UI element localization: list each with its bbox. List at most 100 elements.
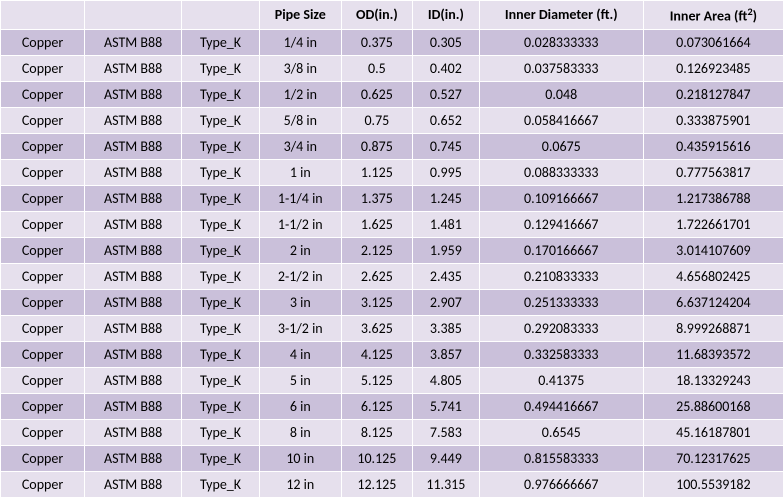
table-cell: 8.999268871 [643, 315, 783, 341]
table-cell: 0.815583333 [479, 445, 643, 471]
table-cell: Type_K [182, 419, 260, 445]
table-cell: ASTM B88 [85, 211, 182, 237]
table-cell: Copper [1, 107, 85, 133]
table-cell: Copper [1, 237, 85, 263]
table-cell: 0.5 [341, 55, 412, 81]
table-cell: Copper [1, 393, 85, 419]
table-cell: ASTM B88 [85, 81, 182, 107]
table-row: CopperASTM B88Type_K2-1/2 in2.6252.4350.… [1, 263, 784, 289]
table-cell: ASTM B88 [85, 393, 182, 419]
table-cell: 0.251333333 [479, 289, 643, 315]
table-row: CopperASTM B88Type_K1-1/2 in1.6251.4810.… [1, 211, 784, 237]
table-row: CopperASTM B88Type_K3/4 in0.8750.7450.06… [1, 133, 784, 159]
table-row: CopperASTM B88Type_K1 in1.1250.9950.0883… [1, 159, 784, 185]
table-cell: 7.583 [412, 419, 479, 445]
table-cell: Copper [1, 81, 85, 107]
table-cell: Type_K [182, 133, 260, 159]
table-cell: 3.857 [412, 341, 479, 367]
table-cell: 9.449 [412, 445, 479, 471]
table-cell: 2-1/2 in [259, 263, 341, 289]
table-cell: 3.625 [341, 315, 412, 341]
table-cell: 6.125 [341, 393, 412, 419]
table-row: CopperASTM B88Type_K1-1/4 in1.3751.2450.… [1, 185, 784, 211]
table-cell: 4.805 [412, 367, 479, 393]
table-cell: 5/8 in [259, 107, 341, 133]
table-cell: Type_K [182, 289, 260, 315]
column-header: ID(in.) [412, 1, 479, 30]
table-row: CopperASTM B88Type_K4 in4.1253.8570.3325… [1, 341, 784, 367]
table-cell: Copper [1, 185, 85, 211]
table-cell: 0.75 [341, 107, 412, 133]
table-cell: Type_K [182, 81, 260, 107]
table-cell: Type_K [182, 341, 260, 367]
table-cell: Type_K [182, 55, 260, 81]
table-cell: 0.527 [412, 81, 479, 107]
table-cell: Copper [1, 341, 85, 367]
column-header [182, 1, 260, 30]
table-cell: Type_K [182, 393, 260, 419]
table-cell: 2.907 [412, 289, 479, 315]
table-cell: Copper [1, 29, 85, 55]
table-cell: 0.170166667 [479, 237, 643, 263]
table-cell: Type_K [182, 471, 260, 497]
table-cell: 1 in [259, 159, 341, 185]
table-cell: 1.722661701 [643, 211, 783, 237]
table-cell: Copper [1, 159, 85, 185]
table-cell: 0.875 [341, 133, 412, 159]
table-row: CopperASTM B88Type_K2 in2.1251.9590.1701… [1, 237, 784, 263]
table-cell: 0.745 [412, 133, 479, 159]
table-cell: Copper [1, 445, 85, 471]
table-cell: 2.435 [412, 263, 479, 289]
table-cell: Copper [1, 419, 85, 445]
table-cell: 18.13329243 [643, 367, 783, 393]
table-row: CopperASTM B88Type_K10 in10.1259.4490.81… [1, 445, 784, 471]
table-cell: 0.028333333 [479, 29, 643, 55]
table-cell: 0.402 [412, 55, 479, 81]
table-cell: 12 in [259, 471, 341, 497]
table-cell: Type_K [182, 367, 260, 393]
table-cell: 12.125 [341, 471, 412, 497]
column-header: OD(in.) [341, 1, 412, 30]
table-cell: 3 in [259, 289, 341, 315]
table-cell: 70.12317625 [643, 445, 783, 471]
table-cell: 3.385 [412, 315, 479, 341]
table-cell: 0.088333333 [479, 159, 643, 185]
table-cell: 6 in [259, 393, 341, 419]
table-cell: Type_K [182, 315, 260, 341]
table-cell: ASTM B88 [85, 445, 182, 471]
table-cell: Type_K [182, 29, 260, 55]
table-cell: ASTM B88 [85, 471, 182, 497]
table-cell: ASTM B88 [85, 419, 182, 445]
table-cell: 3-1/2 in [259, 315, 341, 341]
column-header [85, 1, 182, 30]
table-cell: 0.995 [412, 159, 479, 185]
column-header [1, 1, 85, 30]
table-cell: ASTM B88 [85, 133, 182, 159]
table-cell: 0.218127847 [643, 81, 783, 107]
table-cell: 0.6545 [479, 419, 643, 445]
table-cell: 0.109166667 [479, 185, 643, 211]
table-row: CopperASTM B88Type_K12 in12.12511.3150.9… [1, 471, 784, 497]
table-cell: 1/4 in [259, 29, 341, 55]
table-cell: Type_K [182, 263, 260, 289]
table-header-row: Pipe SizeOD(in.)ID(in.)Inner Diameter (f… [1, 1, 784, 30]
table-cell: 1/2 in [259, 81, 341, 107]
table-row: CopperASTM B88Type_K6 in6.1255.7410.4944… [1, 393, 784, 419]
table-cell: 1.217386788 [643, 185, 783, 211]
table-cell: Copper [1, 367, 85, 393]
table-cell: 5 in [259, 367, 341, 393]
table-cell: ASTM B88 [85, 237, 182, 263]
table-cell: ASTM B88 [85, 29, 182, 55]
table-cell: 0.073061664 [643, 29, 783, 55]
table-cell: 0.333875901 [643, 107, 783, 133]
table-cell: ASTM B88 [85, 289, 182, 315]
table-cell: 0.652 [412, 107, 479, 133]
table-cell: ASTM B88 [85, 159, 182, 185]
table-cell: 4.656802425 [643, 263, 783, 289]
table-cell: 25.88600168 [643, 393, 783, 419]
table-cell: 0.777563817 [643, 159, 783, 185]
table-cell: 1.245 [412, 185, 479, 211]
table-cell: 5.741 [412, 393, 479, 419]
table-cell: ASTM B88 [85, 55, 182, 81]
table-cell: 5.125 [341, 367, 412, 393]
